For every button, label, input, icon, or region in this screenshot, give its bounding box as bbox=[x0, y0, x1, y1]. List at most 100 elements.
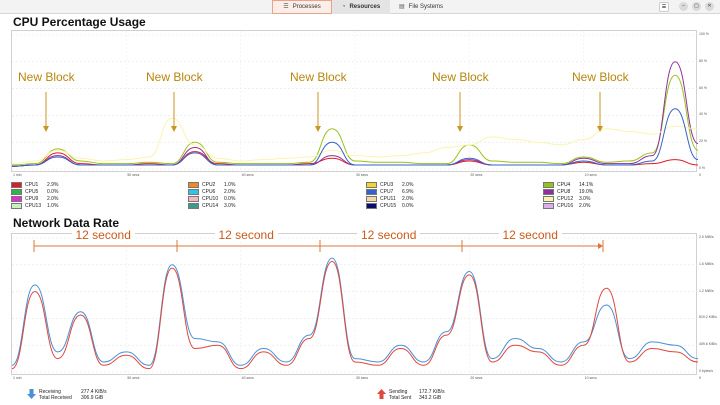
cpu-color-swatch[interactable] bbox=[188, 182, 199, 188]
cpu-y-tick: 0 % bbox=[699, 166, 706, 170]
cpu-legend-item: CPU5 0.0% bbox=[11, 189, 58, 195]
cpu-legend-item: CPU9 2.0% bbox=[11, 196, 58, 202]
cpu-series-cpu7 bbox=[11, 108, 699, 167]
tab-label: Processes bbox=[292, 4, 321, 10]
list-icon: ☰ bbox=[283, 4, 289, 10]
receiving-arrow-icon bbox=[27, 389, 36, 399]
minimize-button[interactable]: – bbox=[679, 2, 688, 11]
new-block-arrow bbox=[315, 92, 321, 132]
cpu-legend-item: CPU12 3.0% bbox=[543, 196, 590, 202]
cpu-color-swatch[interactable] bbox=[188, 196, 199, 202]
cpu-color-swatch[interactable] bbox=[188, 189, 199, 195]
cpu-color-swatch[interactable] bbox=[543, 196, 554, 202]
cpu-name: CPU3 bbox=[380, 182, 394, 188]
view-switcher: ☰ Processes ◔ Resources ▤ File Systems bbox=[272, 0, 460, 14]
cpu-x-tick: 30 secs bbox=[356, 173, 369, 177]
sending-arrow-icon bbox=[377, 389, 386, 399]
tab-resources[interactable]: ◔ Resources bbox=[332, 0, 390, 14]
cpu-value: 2.0% bbox=[47, 196, 59, 202]
cpu-title: CPU Percentage Usage bbox=[13, 15, 146, 29]
cpu-value: 14.1% bbox=[579, 182, 594, 188]
new-block-label: New Block bbox=[572, 70, 629, 84]
cpu-legend-item: CPU2 1.0% bbox=[188, 182, 235, 188]
interval-markers bbox=[33, 240, 604, 252]
network-chart-svg bbox=[11, 234, 699, 376]
tab-label: Resources bbox=[349, 4, 381, 10]
net-y-tick: 1.2 MiB/s bbox=[699, 288, 714, 293]
cpu-color-swatch[interactable] bbox=[188, 203, 199, 209]
tab-file-systems[interactable]: ▤ File Systems bbox=[390, 0, 460, 14]
new-block-arrow bbox=[457, 92, 463, 132]
new-block-label: New Block bbox=[18, 70, 75, 84]
cpu-value: 3.0% bbox=[224, 203, 236, 209]
cpu-name: CPU8 bbox=[557, 189, 571, 195]
cpu-value: 2.0% bbox=[224, 189, 236, 195]
tab-label: File Systems bbox=[408, 4, 444, 10]
cpu-color-swatch[interactable] bbox=[11, 189, 22, 195]
cpu-legend-item: CPU14 3.0% bbox=[188, 203, 235, 209]
cpu-legend-item: CPU15 0.0% bbox=[366, 203, 413, 209]
cpu-color-swatch[interactable] bbox=[11, 203, 22, 209]
cpu-color-swatch[interactable] bbox=[366, 203, 377, 209]
cpu-value: 19.0% bbox=[579, 189, 594, 195]
cpu-name: CPU11 bbox=[380, 196, 396, 202]
cpu-color-swatch[interactable] bbox=[366, 189, 377, 195]
net-x-tick: 1 min bbox=[13, 376, 22, 380]
cpu-y-tick: 100 % bbox=[699, 32, 709, 36]
cpu-x-tick: 1 min bbox=[13, 173, 22, 177]
close-button[interactable]: ✕ bbox=[705, 2, 714, 11]
cpu-color-swatch[interactable] bbox=[543, 182, 554, 188]
cpu-color-swatch[interactable] bbox=[543, 189, 554, 195]
new-block-arrow bbox=[171, 92, 177, 132]
cpu-color-swatch[interactable] bbox=[366, 196, 377, 202]
cpu-value: 0.0% bbox=[402, 203, 414, 209]
cpu-value: 6.9% bbox=[402, 189, 414, 195]
cpu-name: CPU16 bbox=[557, 203, 574, 209]
total-received-value: 306.9 GiB bbox=[81, 395, 104, 401]
interval-label: 12 second bbox=[214, 228, 278, 242]
header-bar: ☰ Processes ◔ Resources ▤ File Systems ☰… bbox=[0, 0, 720, 14]
cpu-value: 3.0% bbox=[579, 196, 591, 202]
cpu-y-tick: 60 % bbox=[699, 85, 707, 90]
cpu-name: CPU9 bbox=[25, 196, 39, 202]
cpu-name: CPU5 bbox=[25, 189, 39, 195]
tab-processes[interactable]: ☰ Processes bbox=[272, 0, 332, 14]
cpu-color-swatch[interactable] bbox=[11, 182, 22, 188]
cpu-color-swatch[interactable] bbox=[11, 196, 22, 202]
new-block-label: New Block bbox=[146, 70, 203, 84]
cpu-name: CPU10 bbox=[202, 196, 219, 202]
cpu-legend-item: CPU3 2.0% bbox=[366, 182, 413, 188]
maximize-button[interactable]: ▢ bbox=[692, 2, 701, 11]
receiving-value: 277.4 KiB/s bbox=[81, 389, 107, 395]
new-block-label: New Block bbox=[290, 70, 347, 84]
cpu-value: 1.0% bbox=[224, 182, 236, 188]
cpu-value: 0.0% bbox=[224, 196, 236, 202]
total-sent-value: 343.2 GiB bbox=[419, 395, 442, 401]
cpu-chart-svg bbox=[11, 31, 699, 173]
net-x-tick: 20 secs bbox=[470, 376, 483, 380]
cpu-color-swatch[interactable] bbox=[543, 203, 554, 209]
cpu-value: 2.0% bbox=[402, 196, 414, 202]
cpu-value: 1.0% bbox=[47, 203, 59, 209]
interval-label: 12 second bbox=[498, 228, 562, 242]
net-x-tick: 10 secs bbox=[584, 376, 597, 380]
new-block-arrow bbox=[43, 92, 49, 132]
cpu-color-swatch[interactable] bbox=[366, 182, 377, 188]
cpu-x-tick: 10 secs bbox=[584, 173, 597, 177]
net-x-tick: 50 secs bbox=[127, 376, 140, 380]
net-y-tick: 409.6 KiB/s bbox=[699, 342, 717, 347]
cpu-value: 2.9% bbox=[47, 182, 59, 188]
network-chart bbox=[11, 233, 699, 376]
cpu-legend-item: CPU7 6.9% bbox=[366, 189, 413, 195]
cpu-value: 0.0% bbox=[47, 189, 59, 195]
cpu-x-tick: 0 bbox=[699, 173, 701, 177]
menu-button[interactable]: ☰ bbox=[659, 2, 669, 12]
interval-label: 12 second bbox=[357, 228, 421, 242]
network-title: Network Data Rate bbox=[13, 216, 120, 230]
cpu-chart bbox=[11, 30, 699, 173]
cpu-name: CPU4 bbox=[557, 182, 571, 188]
cpu-series-cpu4 bbox=[11, 74, 699, 166]
sending-info: Sending 172.7 KiB/s Total Sent 343.2 GiB bbox=[389, 389, 445, 401]
net-y-tick: 2.0 MiB/s bbox=[699, 235, 714, 239]
cpu-legend-item: CPU13 1.0% bbox=[11, 203, 58, 209]
